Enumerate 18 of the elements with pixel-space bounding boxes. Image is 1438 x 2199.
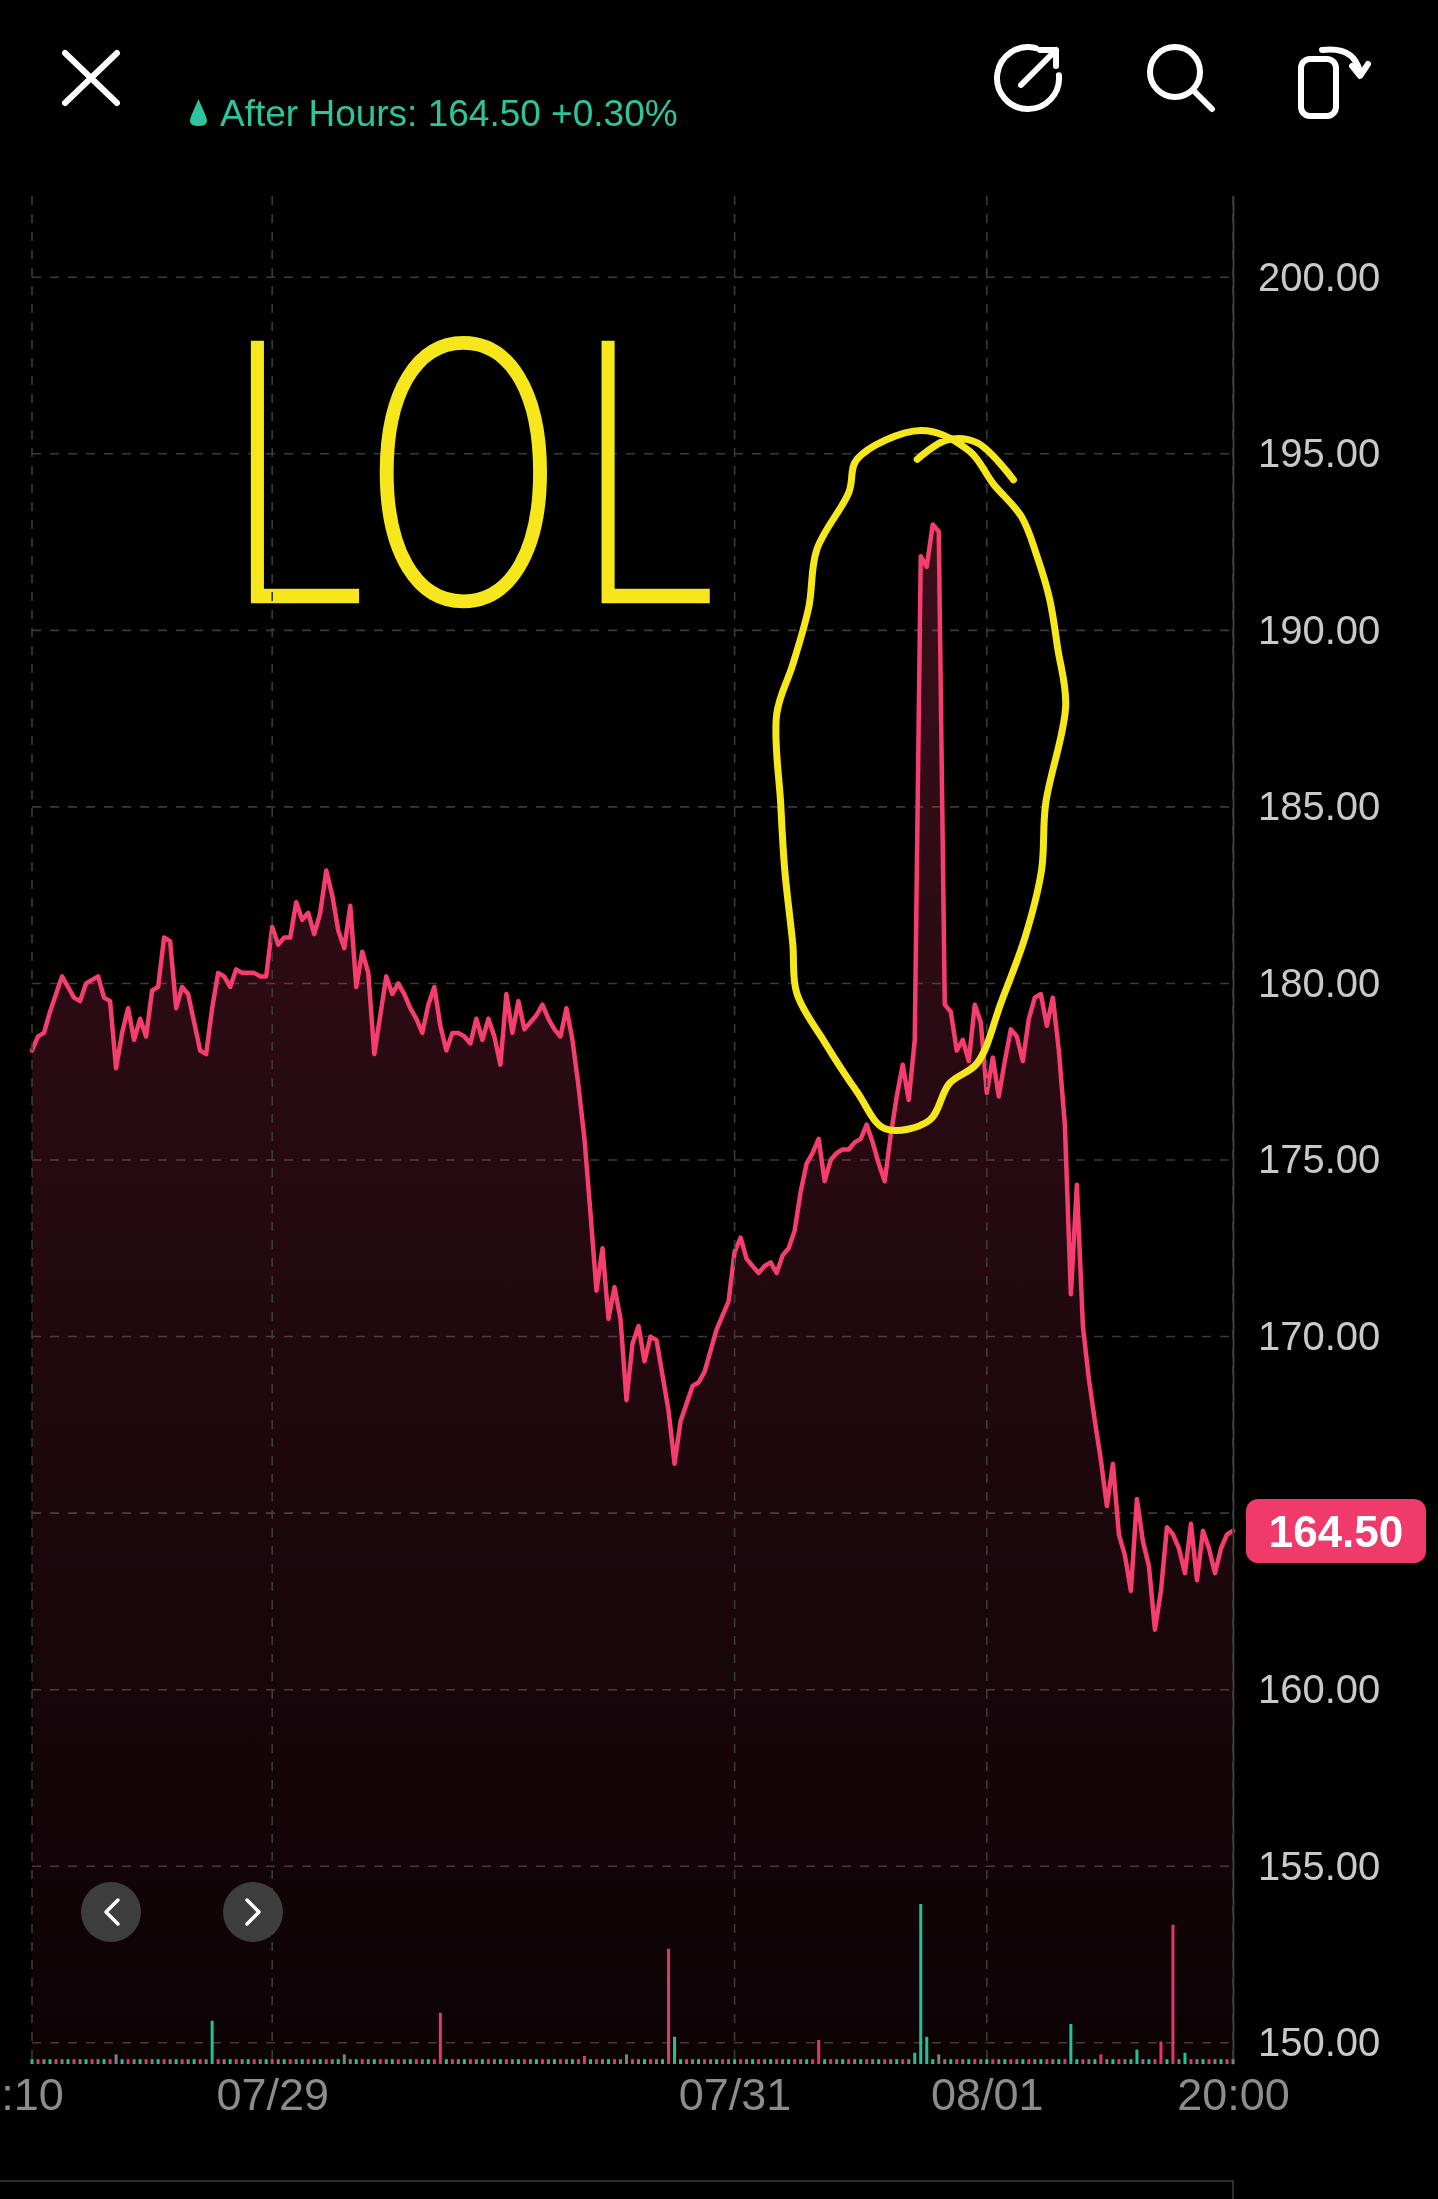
y-tick-label: 175.00 — [1258, 1137, 1381, 1182]
y-tick-label: 185.00 — [1258, 784, 1381, 829]
y-tick-label: 195.00 — [1258, 431, 1381, 476]
x-tick-label: :10 — [1, 2068, 64, 2120]
x-tick-label: 08/01 — [930, 2068, 1044, 2120]
y-tick-label: 160.00 — [1258, 1666, 1381, 1711]
y-tick-label: 155.00 — [1258, 1843, 1381, 1888]
y-tick-label: 200.00 — [1258, 254, 1381, 299]
y-tick-label: 180.00 — [1258, 960, 1381, 1005]
chart-subtitle: After Hours: 164.50 +0.30% — [220, 93, 678, 134]
x-tick-label: 20:00 — [1177, 2068, 1290, 2120]
y-tick-label: 190.00 — [1258, 607, 1381, 652]
text: 164.50 — [1268, 1506, 1404, 1556]
x-tick-label: 07/31 — [678, 2068, 792, 2120]
annotation: LOL — [218, 269, 890, 689]
y-tick-label: 150.00 — [1258, 2020, 1381, 2065]
y-tick-label: 170.00 — [1258, 1313, 1381, 1358]
x-tick-label: 07/29 — [216, 2068, 330, 2120]
